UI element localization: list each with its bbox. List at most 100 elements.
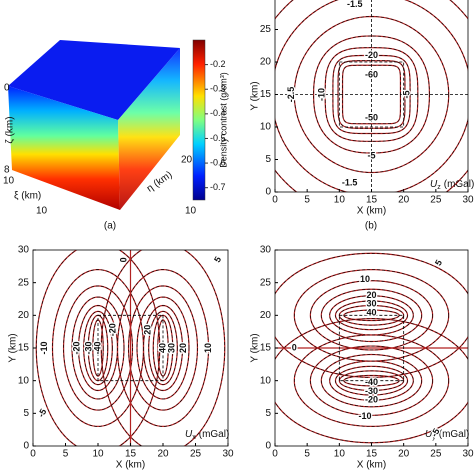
contour-label: 10 — [203, 343, 213, 353]
colorbar-tick-label: -0.4 — [210, 108, 226, 118]
contour-label: 0 — [292, 342, 297, 352]
contour-model-line — [275, 252, 468, 378]
contour-model-line — [63, 285, 133, 411]
colorbar-tick-label: -0.6 — [210, 157, 226, 167]
contour-model-line — [343, 375, 400, 387]
xi-label: ξ (km) — [14, 191, 41, 202]
contour-label: 30 — [366, 299, 376, 309]
y-tick-label: 0 — [265, 187, 271, 198]
contour-model-line — [342, 64, 401, 125]
caption: (b) — [365, 221, 377, 232]
contour-label: -50 — [365, 112, 378, 122]
xi-tick: 10 — [36, 206, 48, 217]
x-tick-label: 5 — [304, 195, 310, 206]
x-tick-label: 30 — [462, 195, 474, 206]
contour-label: -10 — [316, 88, 326, 101]
y-tick-label: 25 — [260, 24, 272, 35]
cube-front — [8, 86, 120, 210]
y-tick-label: 5 — [265, 408, 271, 419]
y-tick-label: 20 — [18, 310, 30, 321]
y-tick-label: 25 — [18, 277, 30, 288]
x-tick-label: 0 — [272, 449, 278, 460]
contour-model-line — [329, 360, 414, 401]
contour-model-line — [321, 354, 422, 408]
contour-model-line — [78, 305, 118, 391]
y-tick-label: 10 — [18, 375, 30, 386]
contour-model-line — [313, 35, 430, 154]
colorbar-tick-label: -0.2 — [210, 59, 226, 69]
field-subscript: z — [437, 184, 441, 191]
contour-model-line — [92, 319, 104, 377]
contour-label: -20 — [72, 341, 82, 354]
x-tick-label: 30 — [222, 449, 234, 460]
field-label: Uy (mGal) — [425, 429, 469, 442]
contour-label: -40 — [92, 341, 102, 354]
contour-label: 0 — [118, 257, 128, 262]
x-tick-label: 30 — [462, 449, 474, 460]
y-tick-label: 15 — [260, 89, 272, 100]
contours — [35, 250, 226, 446]
contour-model-line — [275, 0, 468, 192]
field-unit: (mGal) — [199, 429, 230, 440]
contour-label: -30 — [83, 341, 93, 354]
y-tick-label: 10 — [260, 375, 272, 386]
prism-outline — [338, 314, 405, 382]
contour-model-line — [293, 269, 449, 362]
y-tick-label: 0 — [265, 441, 271, 452]
contour-label: -2.5 — [286, 87, 296, 103]
contours — [275, 252, 468, 444]
contour-label: 5 — [433, 258, 444, 267]
contour-label: -1.5 — [347, 0, 363, 9]
colorbar-tick-label: -0.3 — [210, 84, 226, 94]
contour-label: -20 — [365, 395, 378, 405]
y-tick-label: 25 — [260, 277, 272, 288]
contour-model-line — [310, 280, 433, 351]
contour-label: 20 — [178, 343, 188, 353]
contour-label: 20 — [142, 325, 152, 335]
colorbar-tick-label: -0.7 — [210, 182, 226, 192]
eta-tick: 20 — [181, 155, 193, 166]
contour-model-line — [87, 315, 109, 381]
contour-model-line — [148, 311, 178, 385]
x-tick-label: 10 — [334, 449, 346, 460]
contour-model-line — [152, 315, 174, 381]
x-tick-label: 25 — [190, 449, 202, 460]
zeta-label: ζ (km) — [5, 116, 16, 143]
contour-label: 5 — [212, 255, 223, 264]
contour-model-line — [293, 334, 449, 427]
y-tick-label: 5 — [23, 408, 29, 419]
field-unit: (mGal) — [439, 429, 470, 440]
contour-label: -5 — [367, 151, 375, 161]
contour-model-line — [335, 300, 408, 331]
contour-label: -40 — [365, 377, 378, 387]
x-tick-label: 20 — [398, 449, 410, 460]
contour-label: -5 — [36, 407, 49, 419]
cube-side — [118, 48, 180, 210]
field-label: Ux (mGal) — [185, 429, 229, 442]
contour-label: -60 — [365, 69, 378, 79]
contours — [275, 0, 468, 192]
contour-label: 40 — [366, 308, 376, 318]
y-tick-label: 20 — [260, 57, 272, 68]
contour-label: 30 — [166, 343, 176, 353]
x-tick-label: 20 — [398, 195, 410, 206]
contour-model-line — [339, 370, 404, 391]
x-tick-label: 5 — [304, 449, 310, 460]
y-tick-label: 15 — [260, 343, 272, 354]
field-unit: (mGal) — [444, 179, 474, 190]
x-tick-label: 15 — [366, 449, 378, 460]
contour-model-line — [128, 285, 198, 411]
contour-model-line — [275, 318, 468, 444]
contour-label: -20 — [107, 323, 117, 336]
colorbar — [192, 39, 206, 201]
x-tick-label: 15 — [366, 195, 378, 206]
y-axis-label: Y (km) — [250, 81, 261, 110]
contour-model-line — [293, 16, 449, 173]
contour-model-line — [335, 365, 408, 396]
contour-model-line — [117, 269, 209, 427]
y-tick-label: 15 — [18, 343, 30, 354]
zeta-tick: 10 — [3, 176, 15, 187]
field-symbol: U — [185, 429, 193, 440]
contour-model-line — [337, 60, 406, 129]
prism-outline — [97, 314, 164, 382]
